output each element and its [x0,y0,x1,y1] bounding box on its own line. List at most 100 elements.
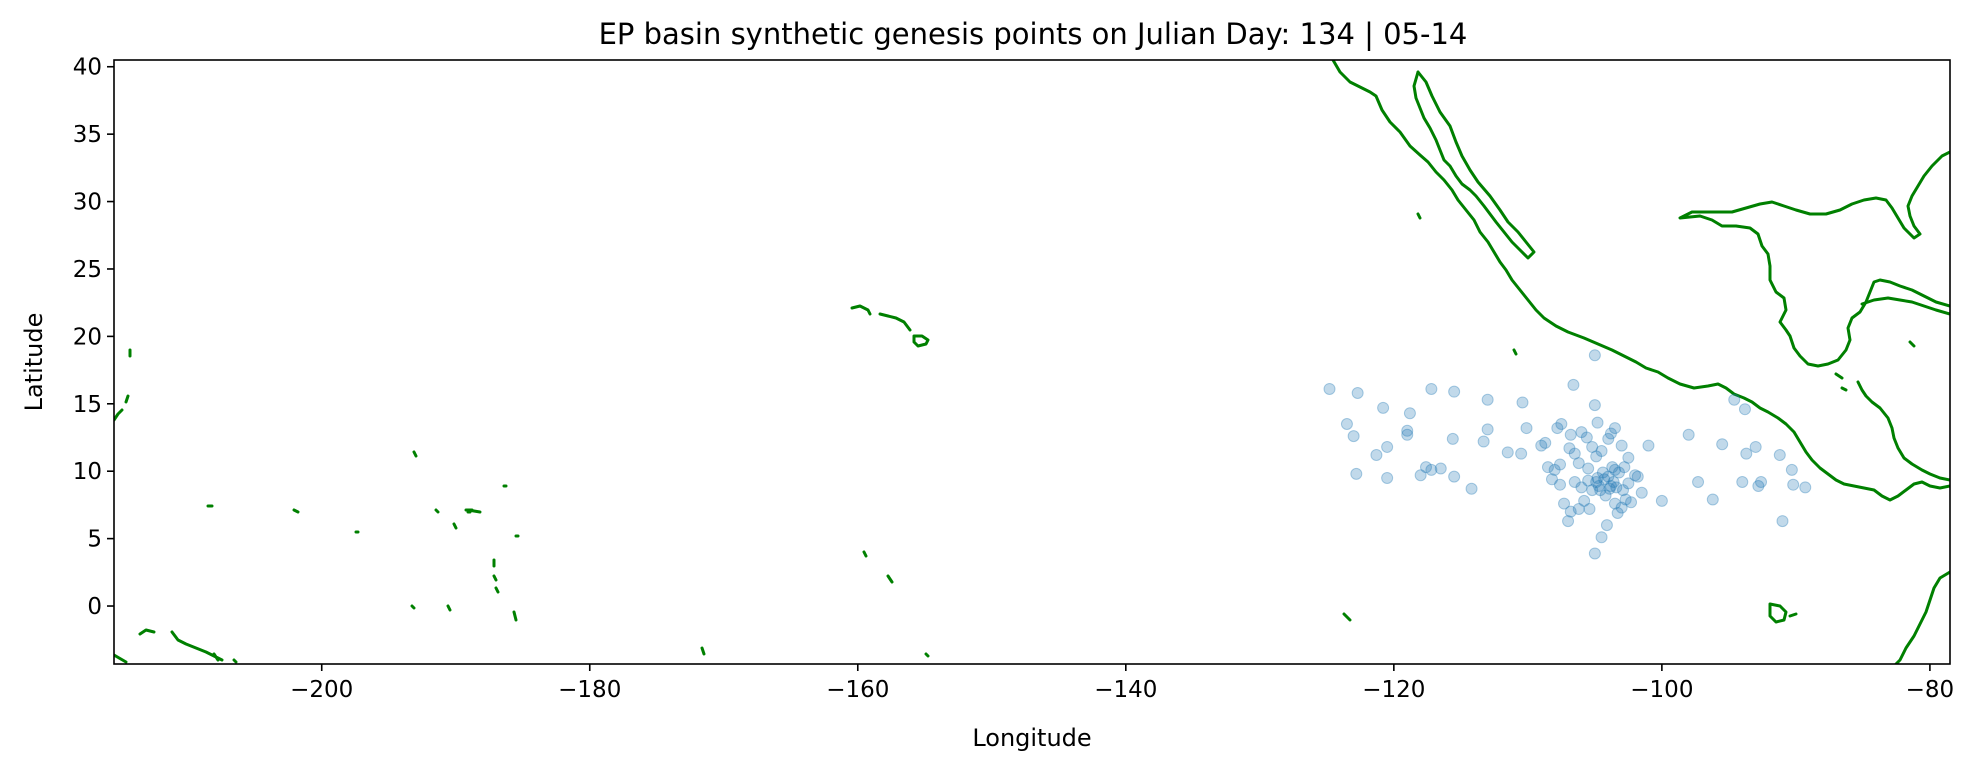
y-tick-label: 40 [73,55,102,81]
y-tick-label: 20 [73,324,102,350]
genesis-point [1564,428,1577,441]
genesis-point [1562,515,1575,528]
coastline-galapagos [1768,602,1798,624]
plot-frame [113,59,1951,665]
genesis-point [1535,439,1548,452]
genesis-point [1592,480,1605,493]
genesis-point [1622,451,1635,464]
genesis-point [1706,493,1719,506]
genesis-point [1370,449,1383,462]
y-tick-label: 15 [73,392,102,418]
genesis-point [1558,497,1571,510]
coastline-gulf-of-mexico [1678,150,1950,368]
genesis-point [1481,393,1494,406]
y-tick-label: 0 [87,594,102,620]
genesis-point [1604,427,1617,440]
genesis-point [1545,473,1558,486]
y-tick-label: 10 [73,459,102,485]
genesis-point [1595,444,1608,457]
genesis-point [1618,461,1631,474]
genesis-point [1401,428,1414,441]
genesis-point [1575,426,1588,439]
genesis-point [1799,481,1812,494]
genesis-point [1586,440,1599,453]
coastline-caribbean-islands [1834,340,1916,392]
plot-area [113,59,1951,665]
genesis-point [1340,418,1353,431]
genesis-point [1582,462,1595,475]
genesis-point [1582,474,1595,487]
genesis-point [1615,501,1628,514]
genesis-point [1414,469,1427,482]
genesis-point [1617,484,1630,497]
coastline-cuba [1860,296,1950,316]
genesis-point [1642,439,1655,452]
genesis-point [1682,428,1695,441]
genesis-point [1591,416,1604,429]
genesis-point [1595,531,1608,544]
genesis-point [1520,422,1533,435]
coastline-central-america-east [1856,380,1950,482]
y-tick-label: 35 [73,122,102,148]
genesis-point [1347,430,1360,443]
genesis-point [1608,497,1621,510]
plot-background [114,60,1950,664]
genesis-point [1554,478,1567,491]
x-tick-label: −180 [558,677,621,703]
genesis-point [1608,422,1621,435]
genesis-point [1465,482,1478,495]
chart-title: EP basin synthetic genesis points on Jul… [599,17,1468,51]
genesis-point [1377,401,1390,414]
genesis-point [1755,475,1768,488]
genesis-point [1622,477,1635,490]
genesis-point [1602,470,1615,483]
genesis-point [1554,458,1567,471]
genesis-point [1600,519,1613,532]
coastline-mexico-pacific [1331,60,1950,502]
genesis-point [1736,475,1749,488]
genesis-point [1591,471,1604,484]
coastline-hawaii [850,304,930,348]
genesis-point [1575,481,1588,494]
genesis-point [1773,449,1786,462]
genesis-point [1381,440,1394,453]
genesis-point [1403,407,1416,420]
genesis-point [1541,461,1554,474]
y-tick-label: 5 [87,527,102,553]
genesis-point [1350,467,1363,480]
genesis-point [1501,446,1514,459]
x-tick-label: −80 [1906,677,1955,703]
genesis-point [1568,447,1581,460]
genesis-point [1738,403,1751,416]
genesis-point [1607,475,1620,488]
genesis-point [1568,475,1581,488]
genesis-point [1598,473,1611,486]
genesis-point [1481,423,1494,436]
genesis-point [1776,515,1789,528]
genesis-point [1615,439,1628,452]
coastlines [114,60,1950,664]
genesis-point [1606,461,1619,474]
genesis-point [1425,463,1438,476]
genesis-point [1448,385,1461,398]
coastline-islands-west [114,348,238,664]
genesis-point [1564,505,1577,518]
genesis-point [1602,432,1615,445]
coastline-islands-scattered [206,212,1518,658]
genesis-point [1434,462,1447,475]
genesis-points [1323,349,1812,560]
genesis-point [1625,496,1638,509]
genesis-point [1610,481,1623,494]
genesis-point [1401,424,1414,437]
coastline-baja-california [1412,70,1536,260]
genesis-point [1740,447,1753,460]
genesis-point [1787,478,1800,491]
genesis-point [1381,471,1394,484]
genesis-point [1588,349,1601,362]
genesis-point [1539,436,1552,449]
genesis-point [1594,484,1607,497]
genesis-point [1631,470,1644,483]
x-tick-label: −100 [1630,677,1693,703]
genesis-point [1716,438,1729,451]
genesis-point [1635,486,1648,499]
